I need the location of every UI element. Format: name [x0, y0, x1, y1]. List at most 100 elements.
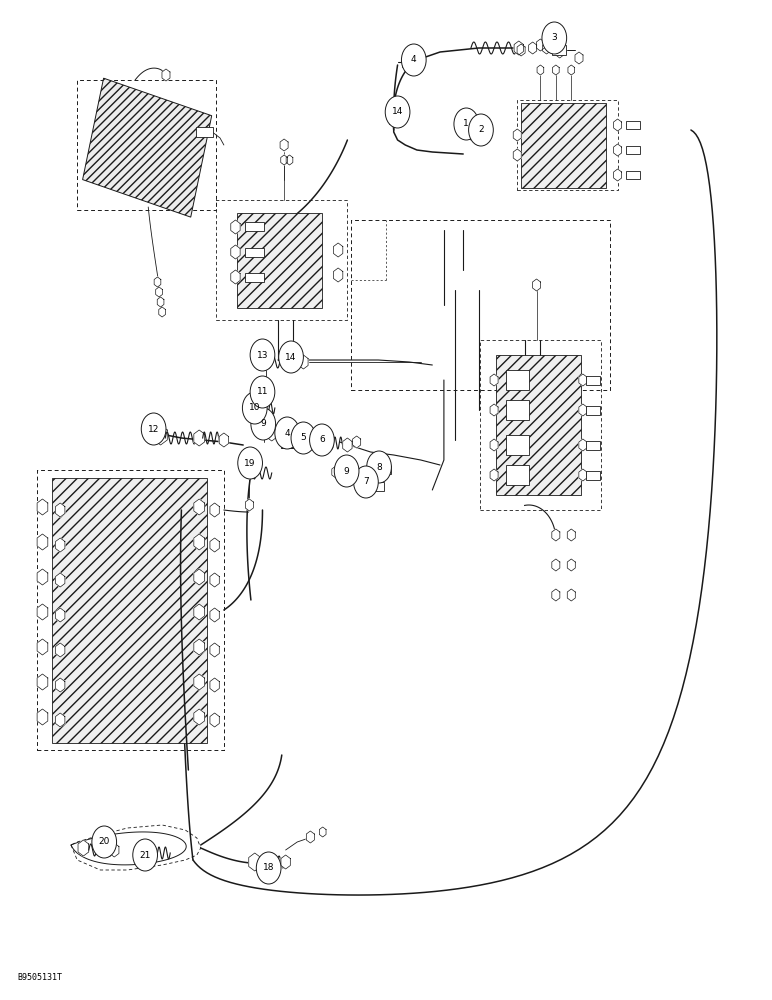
Text: B9505131T: B9505131T — [17, 973, 62, 982]
Polygon shape — [334, 268, 343, 282]
Bar — [196, 127, 213, 137]
Bar — [586, 375, 600, 384]
Bar — [586, 471, 600, 480]
Polygon shape — [249, 853, 261, 871]
Polygon shape — [306, 831, 314, 843]
Polygon shape — [490, 404, 498, 416]
Polygon shape — [56, 573, 65, 587]
Polygon shape — [210, 503, 219, 517]
Polygon shape — [194, 639, 205, 655]
Circle shape — [291, 422, 316, 454]
Text: 4: 4 — [284, 428, 290, 438]
Circle shape — [385, 96, 410, 128]
Polygon shape — [78, 840, 89, 856]
Polygon shape — [194, 569, 205, 585]
Polygon shape — [268, 429, 276, 441]
Polygon shape — [529, 42, 537, 54]
Polygon shape — [194, 499, 205, 515]
Bar — [389, 106, 398, 124]
Bar — [52, 478, 207, 742]
Polygon shape — [141, 844, 152, 860]
Bar — [369, 482, 384, 491]
Circle shape — [238, 447, 262, 479]
Text: 6: 6 — [319, 436, 325, 444]
Polygon shape — [575, 52, 583, 64]
Polygon shape — [194, 709, 205, 725]
Bar — [381, 466, 391, 474]
Polygon shape — [281, 855, 290, 869]
Bar — [245, 272, 264, 282]
Polygon shape — [56, 643, 65, 657]
Circle shape — [279, 341, 303, 373]
Text: 14: 14 — [392, 107, 403, 116]
Bar — [521, 103, 606, 188]
Circle shape — [133, 839, 157, 871]
Polygon shape — [614, 144, 621, 156]
Circle shape — [250, 376, 275, 408]
Polygon shape — [543, 42, 550, 54]
Polygon shape — [553, 65, 559, 75]
Polygon shape — [579, 404, 587, 416]
Polygon shape — [514, 41, 523, 55]
Polygon shape — [210, 678, 219, 692]
Bar — [339, 467, 356, 477]
Polygon shape — [252, 402, 260, 414]
Circle shape — [334, 455, 359, 487]
Text: 9: 9 — [344, 466, 350, 476]
Circle shape — [401, 44, 426, 76]
Polygon shape — [210, 608, 219, 622]
Polygon shape — [517, 44, 525, 56]
Text: 4: 4 — [411, 55, 417, 64]
Polygon shape — [552, 589, 560, 601]
Polygon shape — [219, 433, 229, 447]
Polygon shape — [37, 709, 48, 725]
Circle shape — [310, 424, 334, 456]
Text: 10: 10 — [249, 403, 260, 412]
Polygon shape — [490, 469, 498, 481]
Polygon shape — [256, 354, 266, 370]
Circle shape — [256, 852, 281, 884]
Polygon shape — [37, 569, 48, 585]
Polygon shape — [513, 149, 521, 161]
Polygon shape — [490, 439, 498, 451]
Circle shape — [454, 108, 479, 140]
Polygon shape — [37, 604, 48, 620]
Polygon shape — [513, 129, 521, 141]
Circle shape — [354, 466, 378, 498]
Circle shape — [367, 451, 391, 483]
Polygon shape — [552, 559, 560, 571]
Polygon shape — [245, 467, 253, 479]
Polygon shape — [579, 469, 587, 481]
Polygon shape — [567, 589, 575, 601]
Text: 7: 7 — [363, 478, 369, 487]
Polygon shape — [552, 529, 560, 541]
Polygon shape — [332, 466, 340, 478]
Text: 12: 12 — [148, 424, 159, 434]
Circle shape — [251, 408, 276, 440]
Polygon shape — [156, 287, 162, 297]
Polygon shape — [389, 105, 398, 119]
Polygon shape — [286, 155, 293, 165]
Polygon shape — [579, 439, 587, 451]
Polygon shape — [320, 827, 326, 837]
Bar — [237, 213, 322, 308]
Bar — [260, 387, 272, 397]
Polygon shape — [614, 169, 621, 181]
Polygon shape — [568, 65, 574, 75]
Polygon shape — [231, 220, 240, 234]
Bar — [281, 432, 298, 448]
Circle shape — [275, 417, 300, 449]
Polygon shape — [56, 538, 65, 552]
Polygon shape — [56, 503, 65, 517]
Polygon shape — [210, 573, 219, 587]
Text: 20: 20 — [99, 838, 110, 846]
Bar — [506, 400, 529, 420]
Circle shape — [469, 114, 493, 146]
Bar — [83, 78, 212, 217]
Text: 5: 5 — [300, 434, 306, 442]
Text: 21: 21 — [140, 850, 151, 859]
Bar — [496, 355, 581, 495]
Polygon shape — [159, 307, 165, 317]
Polygon shape — [162, 69, 170, 81]
Polygon shape — [154, 425, 168, 445]
